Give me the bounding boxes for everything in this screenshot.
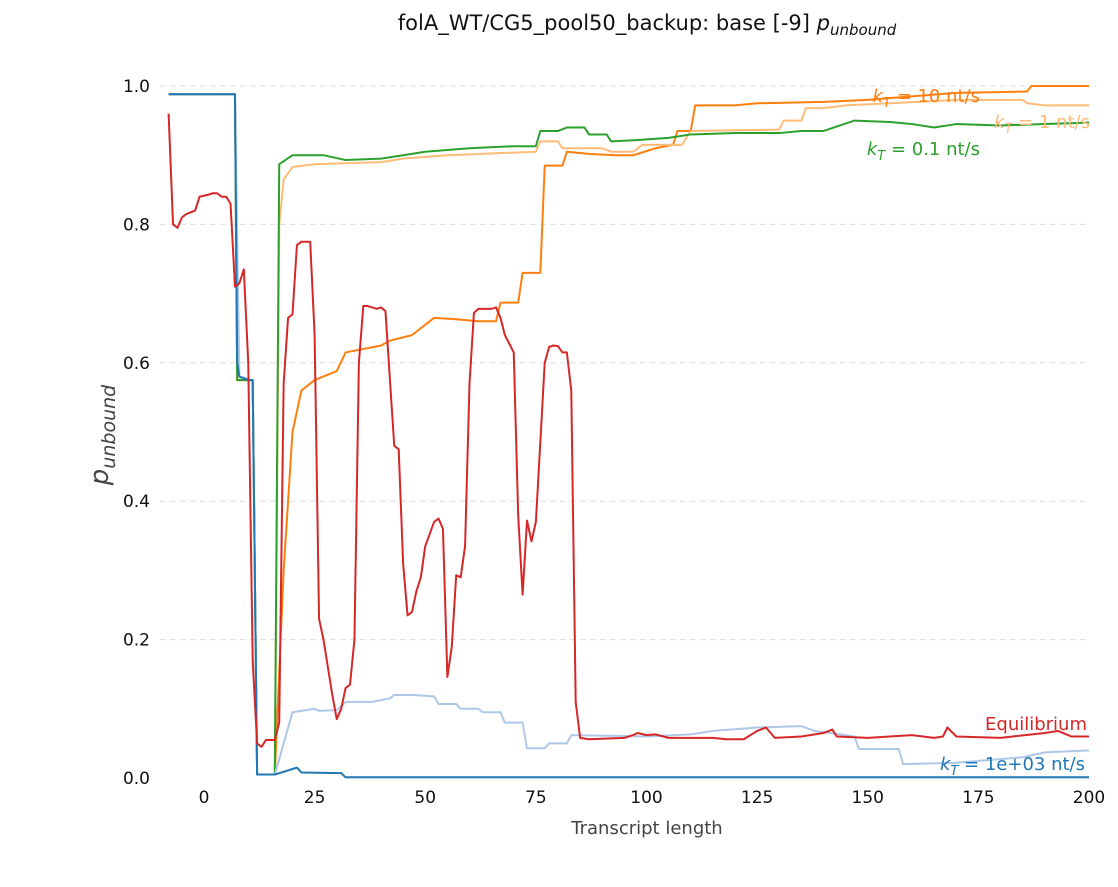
y-tick-label: 0.8 [123,215,150,235]
x-tick-label: 25 [304,788,326,808]
label-name: k [867,139,879,160]
series-label: kT = 0.1 nt/s [867,139,980,164]
y-tick-label: 0.6 [123,354,150,374]
series-line [168,93,1089,779]
y-tick-label: 0.0 [123,769,150,789]
title-symbol: p [816,11,830,35]
y-label-subscript: unbound [98,384,120,469]
x-tick-label: 75 [525,788,547,808]
x-tick-label: 200 [1073,788,1105,808]
label-suffix: = 1 nt/s [1012,112,1090,133]
label-name: k [940,754,952,775]
label-subscript: T [877,149,886,164]
label-subscript: T [950,764,959,779]
title-subscript: unbound [830,21,897,39]
series-label: kT = 1e+03 nt/s [940,754,1085,779]
x-tick-label: 100 [630,788,662,808]
label-name: k [873,86,885,107]
x-tick-label: 50 [414,788,436,808]
series-line [167,113,1089,748]
series-label: kT = 10 nt/s [873,86,980,111]
x-axis-label: Transcript length [570,818,722,839]
label-suffix: = 1e+03 nt/s [958,754,1085,775]
x-tick-label: 175 [962,788,994,808]
x-tick-label: 0 [199,788,210,808]
x-tick-label: 125 [741,788,773,808]
series-line [168,93,1089,776]
y-tick-label: 1.0 [123,77,150,97]
series-label: Equilibrium [985,714,1087,735]
chart-title: folA_WT/CG5_pool50_backup: base [-9] pun… [398,11,897,39]
series-label: kT = 1 nt/s [994,112,1090,137]
y-label-symbol: p [85,469,115,487]
label-name: Equilibrium [985,714,1087,735]
title-text: folA_WT/CG5_pool50_backup: base [-9] [398,11,817,36]
label-subscript: T [1004,122,1013,137]
label-suffix: = 0.1 nt/s [885,139,980,160]
series-line [168,85,1089,776]
label-subscript: T [883,96,892,111]
x-tick-label: 150 [852,788,884,808]
series-line [168,93,1090,776]
y-axis-label: punbound [85,384,120,486]
series-line [168,93,1090,776]
label-suffix: = 10 nt/s [891,86,980,107]
label-name: k [994,112,1006,133]
y-tick-label: 0.4 [123,492,150,512]
y-tick-label: 0.2 [123,631,150,651]
